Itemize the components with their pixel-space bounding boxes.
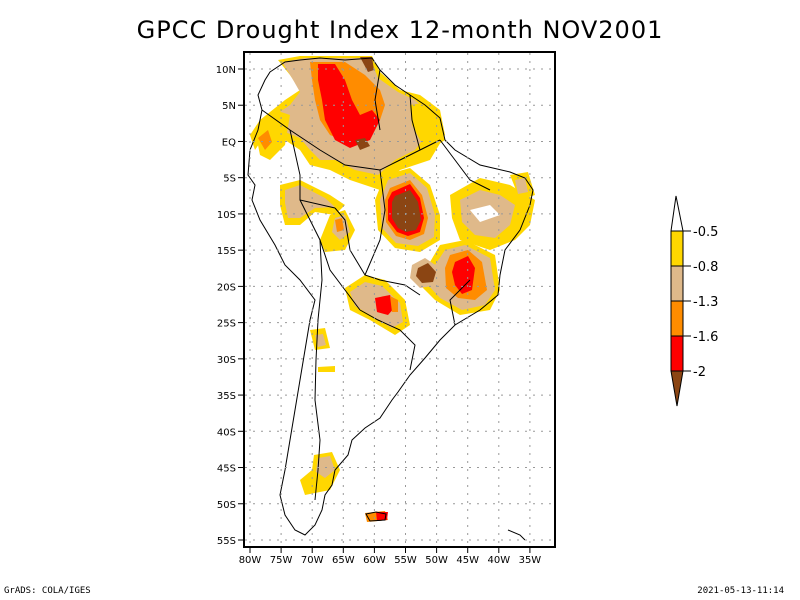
colorbar: -0.5 -0.8 -1.3 -1.6 -2 [670,195,718,407]
colorbar-below-triangle [670,370,684,407]
lon-tick-label: 65W [332,555,355,566]
colorbar-bin-4 [670,335,684,372]
lon-tick-label: 50W [425,555,448,566]
chart-title: GPCC Drought Index 12-month NOV2001 [136,16,664,44]
grid-lines [245,53,554,546]
lat-tick-label: 55S [217,536,236,547]
lat-tick-label: EQ [222,137,236,148]
border [299,199,361,311]
lon-tick-label: 80W [239,555,262,566]
drought-region-bolivia-orange [335,218,344,232]
border [409,94,421,151]
lat-tick-label: 30S [217,355,236,366]
colorbar-bin-3 [670,300,684,337]
drought-region-se-red [452,256,475,294]
drought-region-ar-tan [315,334,326,347]
border [374,69,381,131]
border [314,239,323,501]
lon-tick-label: 70W [301,555,324,566]
drought-shading [250,56,535,522]
lat-axis: 10N 5N EQ 5S 10S 15S 20S 25S 30S 35S 40S 45S 50S 55S [216,65,244,547]
drought-region-py-orange [390,296,398,312]
lat-tick-label: 5N [222,101,236,112]
lat-tick-label: 35S [217,391,236,402]
lon-tick-label: 40W [487,555,510,566]
border [289,129,336,209]
lat-tick-label: 50S [217,500,236,511]
drought-region-brazil-brown [392,190,421,232]
colorbar-bin-1 [670,230,684,267]
drought-region-nep-tan [515,178,528,194]
lat-tick-label: 20S [217,282,236,293]
border [439,139,491,191]
drought-region-peru-tan [285,185,335,218]
lon-tick-label: 35W [519,555,542,566]
colorbar-label: -2 [693,365,706,380]
footer-timestamp: 2021-05-13-11:14 [697,586,784,596]
colorbar-above-triangle [670,195,684,232]
map-frame [243,51,556,548]
drought-region-mt-brown [416,263,436,283]
colorbar-label: -1.6 [693,330,718,345]
drought-region-north-brown [360,57,374,72]
lon-tick-label: 55W [394,555,417,566]
colorbar-label: -1.3 [693,295,718,310]
lat-tick-label: 25S [217,319,236,330]
lat-tick-label: 10N [216,65,236,76]
lat-tick-label: 15S [217,246,236,257]
drought-region-pat-tan [316,456,335,478]
lon-tick-label: 45W [456,555,479,566]
colorbar-label: -0.5 [693,225,718,240]
drought-region-west-orange [258,130,272,150]
footer-credit: GrADS: COLA/IGES [4,586,91,596]
drought-region-guiana-yellow [410,102,445,150]
border [364,169,386,276]
lon-tick-label: 60W [363,555,386,566]
drought-region-north-red [318,64,380,148]
south-georgia [507,529,526,541]
lat-tick-label: 5S [223,174,236,185]
falklands [365,511,387,522]
drought-region-ar2-yellow [318,366,335,372]
lat-tick-label: 40S [217,427,236,438]
colorbar-bin-2 [670,265,684,302]
border [449,279,471,326]
lat-tick-label: 45S [217,464,236,475]
lon-tick-label: 75W [270,555,293,566]
lon-axis: 80W 75W 70W 65W 60W 55W 50W 45W 40W 35W [239,547,542,566]
lat-tick-label: 10S [217,210,236,221]
south-america-coastline [247,57,534,536]
border [359,309,416,371]
colorbar-label: -0.8 [693,260,718,275]
border [261,109,441,171]
